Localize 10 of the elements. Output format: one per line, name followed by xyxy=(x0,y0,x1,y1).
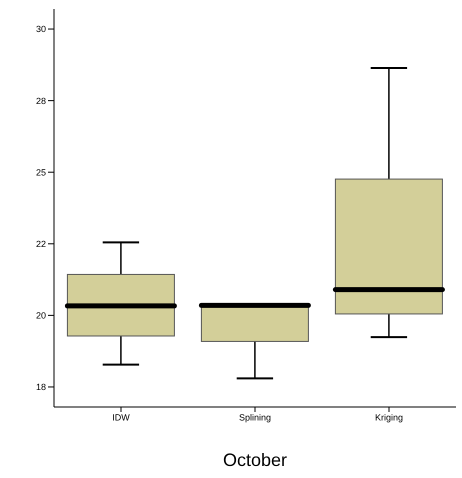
y-tick-label: 30 xyxy=(36,24,46,34)
y-tick-label: 28 xyxy=(36,96,46,106)
y-tick-label: 20 xyxy=(36,310,46,321)
x-tick-label: Kriging xyxy=(374,412,404,422)
y-tick-label: 25 xyxy=(36,167,46,178)
y-tick-label: 18 xyxy=(36,382,46,392)
x-axis-title: October xyxy=(222,450,288,471)
y-tick-label: 22 xyxy=(36,238,46,249)
x-tick-label: IDW xyxy=(112,412,130,422)
x-tick-label: Splining xyxy=(238,412,272,422)
